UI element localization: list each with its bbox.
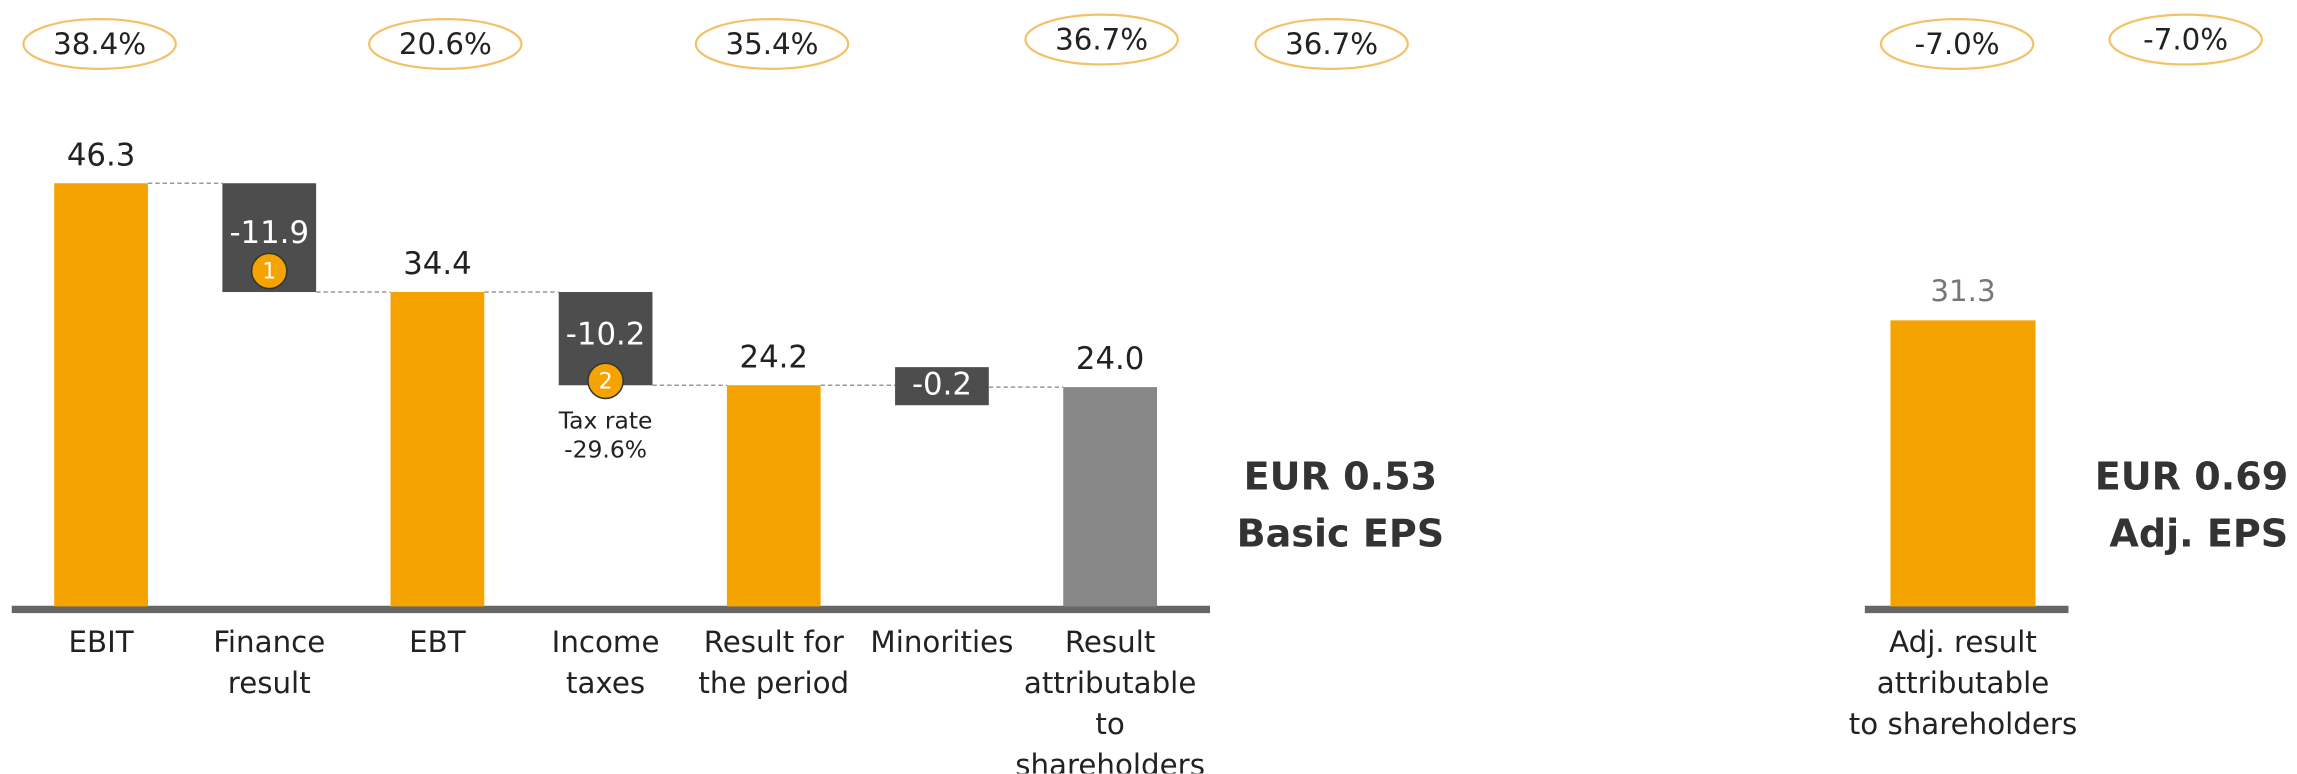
value-label: -11.9 [229,215,309,251]
bar [1063,387,1157,607]
badge-text: 36.7% [1285,27,1378,61]
x-tick-label-line: to [1095,706,1125,742]
x-tick-label: Result attributable to shareholders [986,621,1235,773]
badge-text: 36.7% [1055,23,1148,57]
bar [54,183,148,607]
note-number: 2 [599,369,613,394]
badge-oval [694,17,850,70]
x-tick-label-line: EBIT [68,624,134,660]
badge-text: -7.0% [2143,23,2228,57]
x-tick-label-line: attributable [1876,665,2050,701]
x-tick-label-line: Minorities [870,624,1014,660]
bar [726,385,821,607]
badge-oval [368,17,523,70]
badge-oval [1254,17,1409,70]
value-label: 31.3 [1930,274,1995,308]
bar [390,292,485,607]
x-tick-label: Income taxes [481,621,730,703]
badge-oval [22,17,177,70]
badge-oval [2108,13,2263,66]
value-label: 24.2 [740,339,808,375]
value-label: -10.2 [566,316,646,352]
badge-oval [1879,17,2035,70]
tax-note: -29.6% [564,436,647,464]
note-number: 1 [262,259,276,284]
eps-text: Adj. EPS [2109,512,2288,556]
x-tick-label: Finance result [145,621,394,703]
x-tick-label-line: Result for [703,624,844,660]
x-tick-label-line: Adj. result [1889,624,2037,660]
bar [895,367,989,406]
badge-text: 35.4% [725,27,818,61]
x-tick-label-line: shareholders [1015,747,1206,774]
x-tick-label-line: to shareholders [1848,706,2078,742]
x-tick-label-line: Finance [213,624,326,660]
eps-text: Basic EPS [1237,512,1445,556]
value-label: 46.3 [67,137,135,173]
tax-note: Tax rate [558,406,653,434]
badge-text: 38.4% [53,27,146,61]
x-tick-label-line: Result [1064,624,1156,660]
x-tick-label: Result for the period [649,621,898,703]
eps-text: EUR 0.69 [2095,455,2288,499]
value-label: 24.0 [1076,341,1144,377]
x-tick-label-line: the period [698,665,850,701]
badge-oval [1024,13,1179,66]
x-tick-label: EBT [313,621,562,662]
note-marker [250,252,288,290]
x-tick-label: Adj. result attributable to shareholders [1838,621,2087,744]
value-label: -0.2 [912,367,972,403]
badge-text: -7.0% [1915,27,2000,61]
note-marker [587,362,624,400]
x-tick-label-line: taxes [565,665,646,701]
x-tick-label: Minorities [817,621,1066,662]
x-tick-label-line: EBT [409,624,466,660]
x-tick-label-line: attributable [1023,665,1197,701]
bar [1890,320,2036,607]
x-tick-label: EBIT [0,621,226,662]
value-label: 34.4 [403,246,471,282]
badge-text: 20.6% [399,27,492,61]
x-tick-label-line: result [227,665,311,701]
x-tick-label-line: Income [551,624,660,660]
eps-text: EUR 0.53 [1244,455,1437,499]
